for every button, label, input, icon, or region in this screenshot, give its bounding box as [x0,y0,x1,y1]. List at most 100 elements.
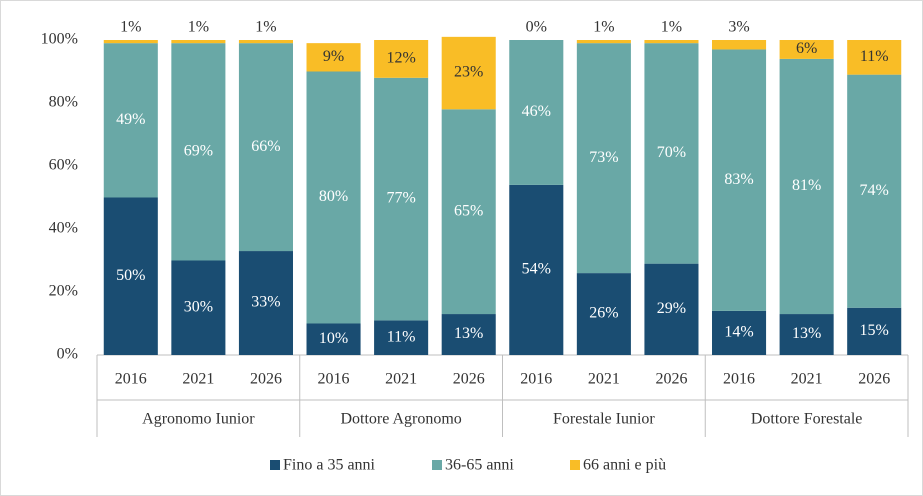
y-tick-label: 80% [49,94,78,111]
bar-segment [374,40,429,78]
bar-segment [644,40,699,44]
data-label: 50% [116,267,145,284]
data-label: 77% [386,190,415,207]
y-tick-label: 0% [57,346,78,363]
x-tick-label: 2016 [318,371,350,388]
bar-segment [847,74,902,308]
legend-swatch [432,460,442,470]
bar-segment [171,260,226,355]
bar-segment [779,40,834,59]
bar-segment [576,40,631,44]
bar-segment [103,43,158,198]
data-label: 1% [120,19,141,36]
data-label: 14% [724,324,753,341]
bar-segment [374,320,429,355]
bar-segment [847,307,902,355]
data-label: 29% [657,300,686,317]
group-label: Forestale Iunior [553,411,655,428]
data-label: 11% [387,328,416,345]
bar-segment [374,77,429,321]
data-label: 13% [792,325,821,342]
bar-segment [103,40,158,44]
data-label: 74% [860,182,889,199]
x-tick-label: 2026 [655,371,687,388]
data-label: 12% [386,50,415,67]
data-label: 1% [593,19,614,36]
bar-segment [779,314,834,355]
x-tick-label: 2021 [182,371,214,388]
bar-segment [306,323,361,355]
data-label: 15% [860,322,889,339]
legend-swatch [570,460,580,470]
bar-segment [779,58,834,315]
x-tick-label: 2026 [250,371,282,388]
bar-segment [644,43,699,264]
data-label: 83% [724,171,753,188]
data-label: 69% [184,142,213,159]
data-label: 81% [792,177,821,194]
bar-segment [441,314,496,355]
bar-segment [712,49,767,311]
y-tick-label: 100% [41,31,78,48]
x-tick-label: 2016 [115,371,147,388]
x-tick-label: 2021 [791,371,823,388]
x-tick-label: 2021 [588,371,620,388]
bar-segment [441,109,496,315]
y-tick-label: 60% [49,157,78,174]
bar-segment [171,43,226,261]
bar-segment [238,40,293,44]
data-label: 26% [589,305,618,322]
group-label: Agronomo Iunior [142,411,255,428]
bar-segment [306,43,361,72]
data-label: 11% [860,48,889,65]
bar-segment [306,71,361,324]
data-label: 3% [728,19,749,36]
data-label: 1% [661,19,682,36]
data-label: 0% [526,19,547,36]
bar-segment [171,40,226,44]
data-label: 6% [796,40,817,57]
y-tick-label: 40% [49,220,78,237]
legend-label: 66 anni e più [583,457,666,474]
x-tick-label: 2021 [385,371,417,388]
data-label: 23% [454,64,483,81]
data-label: 54% [522,261,551,278]
data-label: 33% [251,294,280,311]
x-tick-label: 2016 [520,371,552,388]
data-label: 46% [522,103,551,120]
group-label: Dottore Agronomo [340,411,461,428]
bar-segment [103,197,158,355]
bar-segment [712,40,767,50]
data-label: 49% [116,111,145,128]
data-label: 73% [589,149,618,166]
x-tick-label: 2026 [453,371,485,388]
legend-label: 36-65 anni [445,457,514,474]
bar-segment [644,263,699,355]
y-tick-label: 20% [49,283,78,300]
bar-segment [238,251,293,355]
data-label: 13% [454,325,483,342]
bar-segment [576,273,631,355]
data-label: 10% [319,330,348,347]
data-label: 1% [255,19,276,36]
data-label: 65% [454,202,483,219]
bar-segment [847,40,902,75]
bar-segment [712,310,767,355]
bar-segment [441,36,496,110]
x-tick-label: 2016 [723,371,755,388]
bar-segment [576,43,631,274]
data-label: 66% [251,138,280,155]
data-label: 9% [323,48,344,65]
data-label: 1% [188,19,209,36]
bar-segment [509,40,564,185]
x-tick-label: 2026 [858,371,890,388]
data-label: 70% [657,144,686,161]
group-label: Dottore Forestale [751,411,863,428]
data-label: 80% [319,188,348,205]
data-label: 30% [184,298,213,315]
bar-segment [509,184,564,355]
legend-label: Fino a 35 anni [283,457,376,474]
legend-swatch [270,460,280,470]
bar-segment [238,43,293,252]
